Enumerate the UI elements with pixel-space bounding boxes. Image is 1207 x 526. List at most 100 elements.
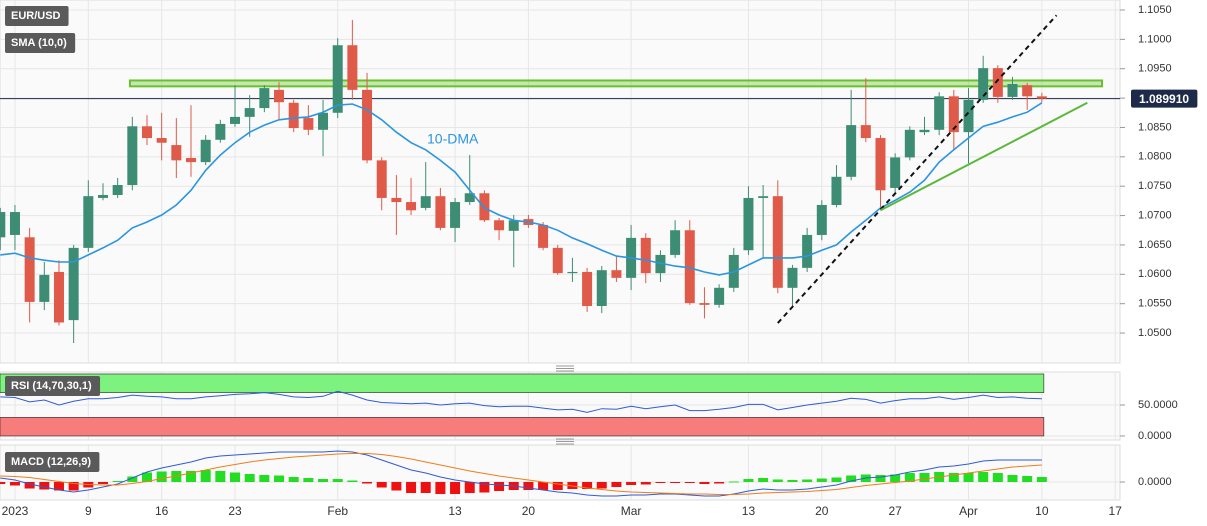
- candle-body: [934, 96, 945, 130]
- candle-body: [318, 112, 329, 130]
- macd-histogram-bar: [288, 477, 299, 482]
- candle-body: [772, 196, 783, 288]
- candle-body: [992, 68, 1003, 97]
- y-tick-label: 1.0550: [1138, 298, 1172, 310]
- macd-histogram-bar: [127, 476, 138, 482]
- candle-body: [259, 88, 270, 109]
- trendline: [777, 14, 1058, 324]
- rsi-band: [0, 417, 1045, 437]
- macd-histogram-bar: [318, 479, 329, 482]
- indicator-title-box: [5, 376, 101, 396]
- macd-histogram-bar: [699, 482, 710, 484]
- macd-histogram-bar: [992, 473, 1003, 482]
- price-panel: [0, 0, 1121, 364]
- candle-body: [186, 158, 197, 163]
- y-tick-label: 50.0000: [1138, 399, 1178, 411]
- y-tick-label: 1.1000: [1138, 33, 1172, 45]
- macd-histogram-bar: [362, 482, 373, 484]
- x-tick-label: 20: [522, 504, 536, 518]
- candle-body: [611, 270, 622, 278]
- macd-histogram-bar: [948, 473, 959, 482]
- macd-histogram-bar: [141, 472, 152, 482]
- macd-histogram-bar: [758, 478, 769, 482]
- y-tick-label: 1.1050: [1138, 4, 1172, 16]
- sma-annotation: 10-DMA: [427, 131, 479, 147]
- macd-histogram-bar: [200, 470, 211, 482]
- y-tick-label: 1.0700: [1138, 209, 1172, 221]
- macd-histogram-bar: [376, 482, 387, 488]
- candle-body: [141, 126, 152, 139]
- candle-body: [391, 197, 402, 203]
- last-price-label: 1.089910: [1139, 92, 1189, 106]
- candle-body: [362, 89, 373, 161]
- legend-entry: SMA (10,0): [11, 37, 67, 49]
- macd-histogram-bar: [904, 473, 915, 482]
- candle-body: [860, 125, 871, 139]
- macd-histogram-bar: [978, 472, 989, 482]
- candle-body: [1022, 85, 1033, 97]
- macd-histogram-bar: [186, 471, 197, 482]
- candle-body: [640, 237, 651, 274]
- candle-body: [39, 274, 50, 302]
- x-tick-label: Apr: [959, 504, 978, 518]
- x-tick-label: 13: [742, 504, 756, 518]
- macd-histogram-bar: [450, 482, 461, 494]
- candle-body: [963, 99, 974, 133]
- candle-body: [890, 157, 901, 188]
- y-tick-label: 1.0600: [1138, 268, 1172, 280]
- candle-body: [831, 176, 842, 205]
- y-tick-label: 1.0500: [1138, 327, 1172, 339]
- candle-body: [875, 138, 886, 191]
- candle-body: [904, 129, 915, 158]
- x-tick-label: 20: [815, 504, 829, 518]
- candle-body: [0, 212, 6, 238]
- candle-body: [83, 196, 94, 248]
- macd-histogram-bar: [890, 474, 901, 482]
- candle-body: [244, 108, 255, 117]
- candle-body: [24, 237, 35, 302]
- macd-histogram-bar: [303, 478, 314, 482]
- candle-body: [670, 230, 681, 255]
- macd-histogram-bar: [552, 482, 563, 490]
- macd-histogram-bar: [714, 482, 725, 484]
- macd-histogram-bar: [112, 481, 123, 482]
- x-tick-label: 2023: [2, 504, 29, 518]
- candle-body: [303, 118, 314, 130]
- last-price-box: [1131, 89, 1198, 108]
- x-tick-label: Feb: [327, 504, 348, 518]
- y-tick-label: 0.0000: [1138, 430, 1172, 442]
- macd-histogram-bar: [1007, 475, 1018, 482]
- candle-body: [406, 202, 417, 211]
- macd-histogram-bar: [230, 472, 241, 482]
- macd-histogram-bar: [0, 482, 6, 484]
- candle-body: [846, 125, 857, 177]
- legend-entry-box: [5, 33, 76, 53]
- macd-histogram-bar: [816, 478, 827, 482]
- x-tick-label: 17: [1109, 504, 1123, 518]
- macd-histogram-bar: [787, 480, 798, 482]
- candle-body: [376, 160, 387, 198]
- candle-body: [655, 254, 666, 274]
- plot-layer: 2023 9 16 23 Feb 13 20 Mar 13 20 27 Apr 10 17 1.0500 1.…: [0, 0, 1198, 518]
- candle-body: [582, 271, 593, 307]
- macd-histogram-bar: [846, 475, 857, 482]
- candle-body: [288, 102, 299, 129]
- rsi-band: [0, 373, 1045, 393]
- candle-body: [787, 267, 798, 288]
- resize-handle: [556, 365, 574, 445]
- candle-body: [494, 220, 505, 231]
- macd-histogram-bar: [919, 473, 930, 482]
- candle-body: [978, 68, 989, 100]
- macd-histogram-bar: [772, 479, 783, 482]
- legend-entry-box: [5, 6, 69, 26]
- macd-histogram-bar: [684, 482, 695, 483]
- y-tick-label: 0.0000: [1138, 476, 1172, 488]
- sma-line: [0, 102, 1043, 276]
- macd-histogram-bar: [802, 479, 813, 482]
- candle-body: [171, 145, 182, 161]
- candle-body: [1007, 83, 1018, 97]
- trendline: [880, 101, 1088, 212]
- macd-histogram-bar: [68, 482, 79, 491]
- candle-body: [1036, 96, 1047, 99]
- macd-histogram-bar: [244, 474, 255, 482]
